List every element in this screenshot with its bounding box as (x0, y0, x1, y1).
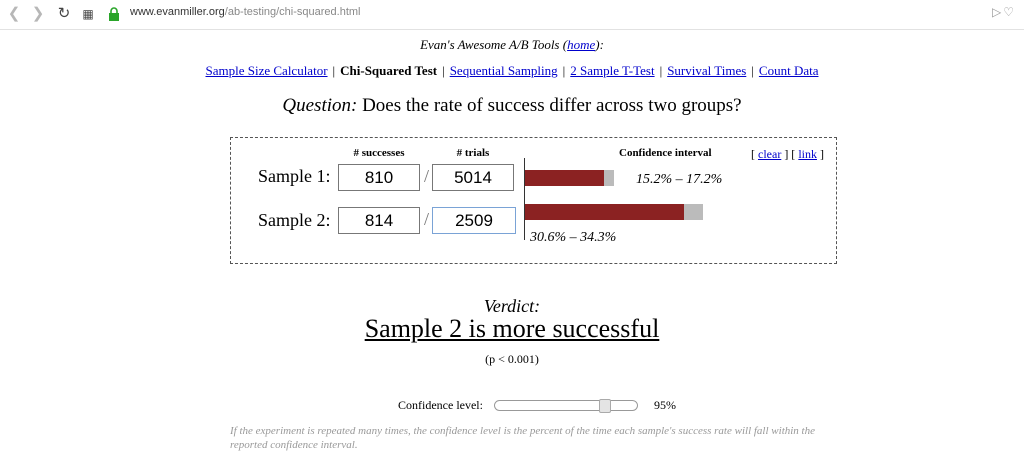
reload-icon[interactable]: ↻ (57, 5, 71, 22)
menu-sample-size-calculator[interactable]: Sample Size Calculator (205, 63, 328, 78)
sample-2-successes-input[interactable]: 814 (338, 207, 420, 234)
panel-links: [ clear ] [ link ] (751, 147, 824, 161)
clear-link[interactable]: clear (758, 147, 782, 161)
browser-toolbar: ❮ ❯ ↻ ▦ www.evanmiller.org/ab-testing/ch… (0, 0, 1024, 30)
menu-chi-squared-test: Chi-Squared Test (340, 63, 438, 78)
sample-1-rate-bar (525, 170, 605, 186)
confidence-level-slider[interactable] (494, 399, 638, 413)
successes-column-header: # successes (353, 147, 405, 159)
sample-1-ci-text: 15.2% – 17.2% (636, 172, 723, 187)
question-heading: Question: Does the rate of success diffe… (282, 95, 742, 116)
sample-1-interval-bar (604, 170, 615, 186)
sample-2-interval-bar (684, 204, 704, 220)
verdict-label: Verdict: (483, 296, 541, 316)
sample-1-successes-input[interactable]: 810 (338, 164, 420, 191)
sample-2-label: Sample 2: (258, 210, 331, 230)
sample-2-ci-text: 30.6% – 34.3% (530, 230, 617, 245)
verdict-text: Sample 2 is more successful (364, 314, 660, 343)
sample-1-slash: / (424, 166, 430, 186)
confidence-level-label: Confidence level: (398, 398, 483, 412)
home-link[interactable]: home (567, 37, 596, 52)
ci-axis-divider (524, 158, 525, 240)
p-value: (p < 0.001) (485, 352, 539, 366)
lock-icon (109, 7, 119, 21)
confidence-level-value: 95% (654, 398, 676, 412)
sample-1-label: Sample 1: (258, 166, 331, 186)
apps-grid-icon[interactable]: ▦ (82, 7, 94, 21)
confidence-slider-thumb[interactable] (599, 399, 611, 413)
sample-1-trials-input[interactable]: 5014 (432, 164, 514, 191)
menu-2-sample-t-test[interactable]: 2 Sample T-Test (570, 63, 655, 78)
tools-menu: Sample Size Calculator | Chi-Squared Test |… (205, 63, 819, 78)
url-text[interactable]: www.evanmiller.org/ab-testing/chi-square… (130, 6, 361, 18)
sample-input-panel: # successes # trials Confidence interval… (230, 137, 837, 264)
forward-arrow-icon[interactable]: ❯ (31, 5, 45, 22)
bookmark-heart-icon[interactable]: ▷♡ (992, 5, 1016, 19)
trials-column-header: # trials (456, 147, 490, 159)
menu-survival-times[interactable]: Survival Times (667, 63, 747, 78)
share-link[interactable]: link (798, 147, 817, 161)
sample-2-trials-input[interactable]: 2509 (432, 207, 516, 234)
address-bar[interactable]: www.evanmiller.org/ab-testing/chi-square… (108, 4, 1018, 25)
confidence-interval-header: Confidence interval (619, 147, 712, 159)
back-arrow-icon[interactable]: ❮ (7, 5, 21, 22)
tools-title: Evan's Awesome A/B Tools (home): (420, 37, 604, 52)
menu-count-data[interactable]: Count Data (758, 63, 819, 78)
sample-2-slash: / (424, 209, 430, 229)
menu-sequential-sampling[interactable]: Sequential Sampling (449, 63, 558, 78)
sample-2-rate-bar (525, 204, 685, 220)
